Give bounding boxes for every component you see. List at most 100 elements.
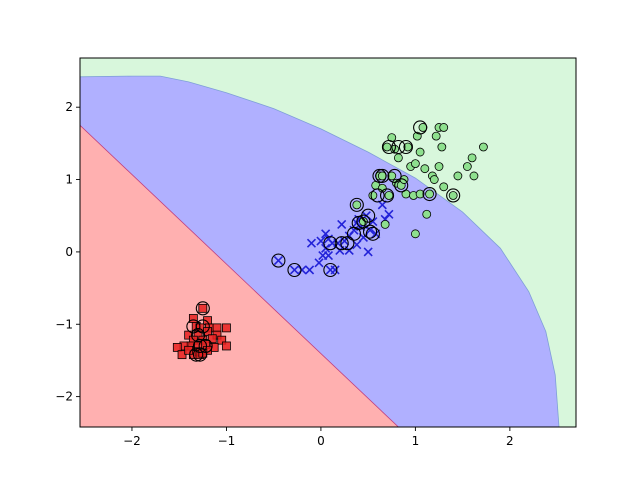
highlight-ring <box>370 188 385 203</box>
highlight-ring <box>394 178 409 193</box>
data-point-class-2 <box>425 189 434 199</box>
highlight-ring <box>192 338 208 354</box>
x-marker-stroke <box>297 265 307 275</box>
data-point-class-2 <box>429 175 439 184</box>
data-point-class-2 <box>382 142 392 152</box>
y-axis: −2 −1 0 1 2 <box>55 100 80 404</box>
data-point-class-0 <box>222 341 231 351</box>
highlight-ring <box>391 139 406 155</box>
data-point-class-1 <box>323 250 334 261</box>
data-point-class-1 <box>289 265 300 275</box>
x-tick-label: 2 <box>506 434 514 448</box>
data-point-class-2 <box>410 159 420 169</box>
x-marker-stroke <box>337 219 347 229</box>
highlight-ring <box>398 139 413 155</box>
data-point-class-2 <box>420 164 430 174</box>
data-point-class-0 <box>222 323 231 333</box>
data-point-class-1 <box>384 209 394 219</box>
x-marker-stroke <box>316 236 326 246</box>
highlight-ring <box>349 197 364 212</box>
data-point-class-1 <box>363 247 373 257</box>
data-point-class-2 <box>439 182 449 192</box>
data-point-class-0 <box>184 345 194 355</box>
data-point-class-1 <box>305 265 315 275</box>
data-point-class-2 <box>437 142 447 152</box>
data-point-class-2 <box>422 209 432 219</box>
x-marker-stroke <box>368 216 378 227</box>
data-point-class-2 <box>469 171 479 181</box>
data-point-class-2 <box>467 153 477 163</box>
data-point-class-1 <box>314 258 324 268</box>
highlight-ring <box>189 347 204 362</box>
data-point-class-2 <box>439 123 449 132</box>
x-marker-stroke <box>352 240 362 250</box>
highlight-ring <box>195 319 210 334</box>
highlight-ring <box>387 168 402 183</box>
data-point-class-0 <box>217 335 227 345</box>
highlight-ring <box>271 253 286 268</box>
data-point-class-2 <box>380 220 390 229</box>
highlighted-points <box>186 120 461 362</box>
x-tick-label: −2 <box>123 434 141 448</box>
x-marker-stroke <box>314 258 324 268</box>
region-class-0 <box>80 124 399 427</box>
x-marker-stroke <box>384 209 394 219</box>
data-point-class-2 <box>384 191 394 200</box>
y-tick-label: 2 <box>65 100 73 114</box>
x-marker-stroke <box>323 234 334 244</box>
data-point-class-2 <box>415 147 425 157</box>
highlight-ring <box>365 226 380 241</box>
data-point-class-0 <box>198 303 208 313</box>
data-point-class-2 <box>403 142 413 152</box>
x-axis: −2 −1 0 1 2 <box>123 427 514 448</box>
x-marker-stroke <box>306 238 317 248</box>
data-point-class-2 <box>393 153 403 163</box>
y-tick-label: 1 <box>65 173 73 187</box>
highlight-ring <box>422 186 437 202</box>
x-marker-stroke <box>363 247 373 257</box>
data-point-class-2 <box>453 171 463 181</box>
highlight-ring <box>375 168 390 183</box>
highlight-ring <box>340 236 355 251</box>
highlight-ring <box>323 236 338 251</box>
data-point-class-1 <box>330 265 340 275</box>
y-tick-label: −2 <box>55 390 73 404</box>
axes-frame <box>79 57 577 428</box>
x-marker-stroke <box>321 229 331 239</box>
data-point-class-1 <box>297 265 307 275</box>
data-point-class-2 <box>410 229 420 239</box>
highlight-ring <box>379 188 395 203</box>
data-point-class-2 <box>352 200 362 210</box>
y-tick-label: 0 <box>65 245 73 259</box>
x-tick-label: 0 <box>317 434 325 448</box>
highlight-ring <box>381 139 396 155</box>
highlight-ring <box>191 328 206 343</box>
data-point-class-2 <box>448 191 458 200</box>
x-marker-stroke <box>305 265 315 275</box>
highlight-ring <box>413 120 428 135</box>
x-tick-label: −1 <box>218 434 236 448</box>
data-point-class-2 <box>479 142 488 152</box>
decision-regions <box>80 58 576 427</box>
data-point-class-0 <box>172 343 182 352</box>
highlight-ring <box>446 188 461 203</box>
highlight-ring <box>287 262 302 278</box>
highlight-ring <box>195 301 210 316</box>
highlight-ring <box>192 347 208 362</box>
x-tick-label: 1 <box>412 434 420 448</box>
data-point-class-2 <box>415 189 425 199</box>
data-point-class-2 <box>377 183 387 193</box>
data-point-class-1 <box>273 256 283 266</box>
highlight-ring <box>362 224 378 239</box>
data-point-class-2 <box>434 162 444 171</box>
data-point-class-2 <box>368 191 378 200</box>
data-point-class-2 <box>462 162 472 171</box>
x-marker-stroke <box>330 265 340 275</box>
highlight-ring <box>372 168 387 183</box>
x-marker-stroke <box>273 256 283 266</box>
data-point-class-0 <box>207 334 217 344</box>
data-point-class-1 <box>306 238 317 248</box>
highlight-ring <box>334 236 349 251</box>
data-point-class-1 <box>337 219 347 229</box>
